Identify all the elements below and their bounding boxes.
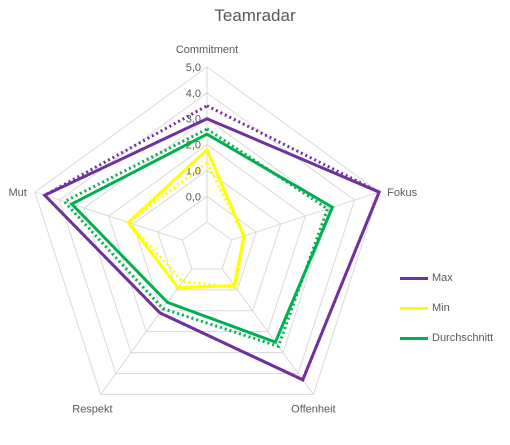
grid-spoke	[221, 268, 314, 395]
grid-spoke	[100, 268, 193, 395]
series-line-reference-3	[42, 104, 382, 382]
chart-title: Teamradar	[214, 6, 296, 25]
series-line-min	[126, 147, 246, 290]
tick-label: 0,0	[186, 191, 201, 203]
grid-ring	[108, 143, 306, 333]
series-line-durchschnitt	[69, 132, 335, 345]
axis-label: Offenheit	[291, 403, 335, 415]
legend-swatch-durchschnitt	[400, 336, 428, 340]
series-line-max	[42, 117, 382, 382]
legend-item-min: Min	[400, 298, 493, 318]
legend-item-max: Max	[400, 268, 493, 288]
series-line-reference-4	[126, 160, 246, 290]
grid-ring	[58, 92, 356, 375]
axis-label: Mut	[9, 187, 27, 199]
legend: Max Min Durchschnitt	[400, 268, 493, 358]
grid-ring	[181, 221, 233, 270]
legend-label-durchschnitt: Durchschnitt	[432, 332, 494, 344]
legend-swatch-min	[400, 306, 428, 310]
legend-item-durchschnitt: Durchschnitt	[400, 328, 493, 348]
axis-label: Fokus	[387, 187, 417, 199]
tick-label: 4,0	[186, 88, 201, 100]
tick-label: 5,0	[186, 62, 201, 74]
legend-label-max: Max	[432, 272, 453, 284]
grid-ring	[132, 169, 282, 312]
series-line-reference-5	[61, 127, 330, 349]
legend-swatch-max	[400, 276, 428, 280]
grid-spoke	[231, 191, 380, 241]
grid-spoke	[34, 191, 183, 241]
axis-label: Commitment	[176, 44, 238, 56]
axis-label: Respekt	[72, 403, 112, 415]
grid-ring	[157, 195, 257, 291]
grid-ring	[34, 66, 380, 395]
legend-label-min: Min	[432, 302, 450, 314]
